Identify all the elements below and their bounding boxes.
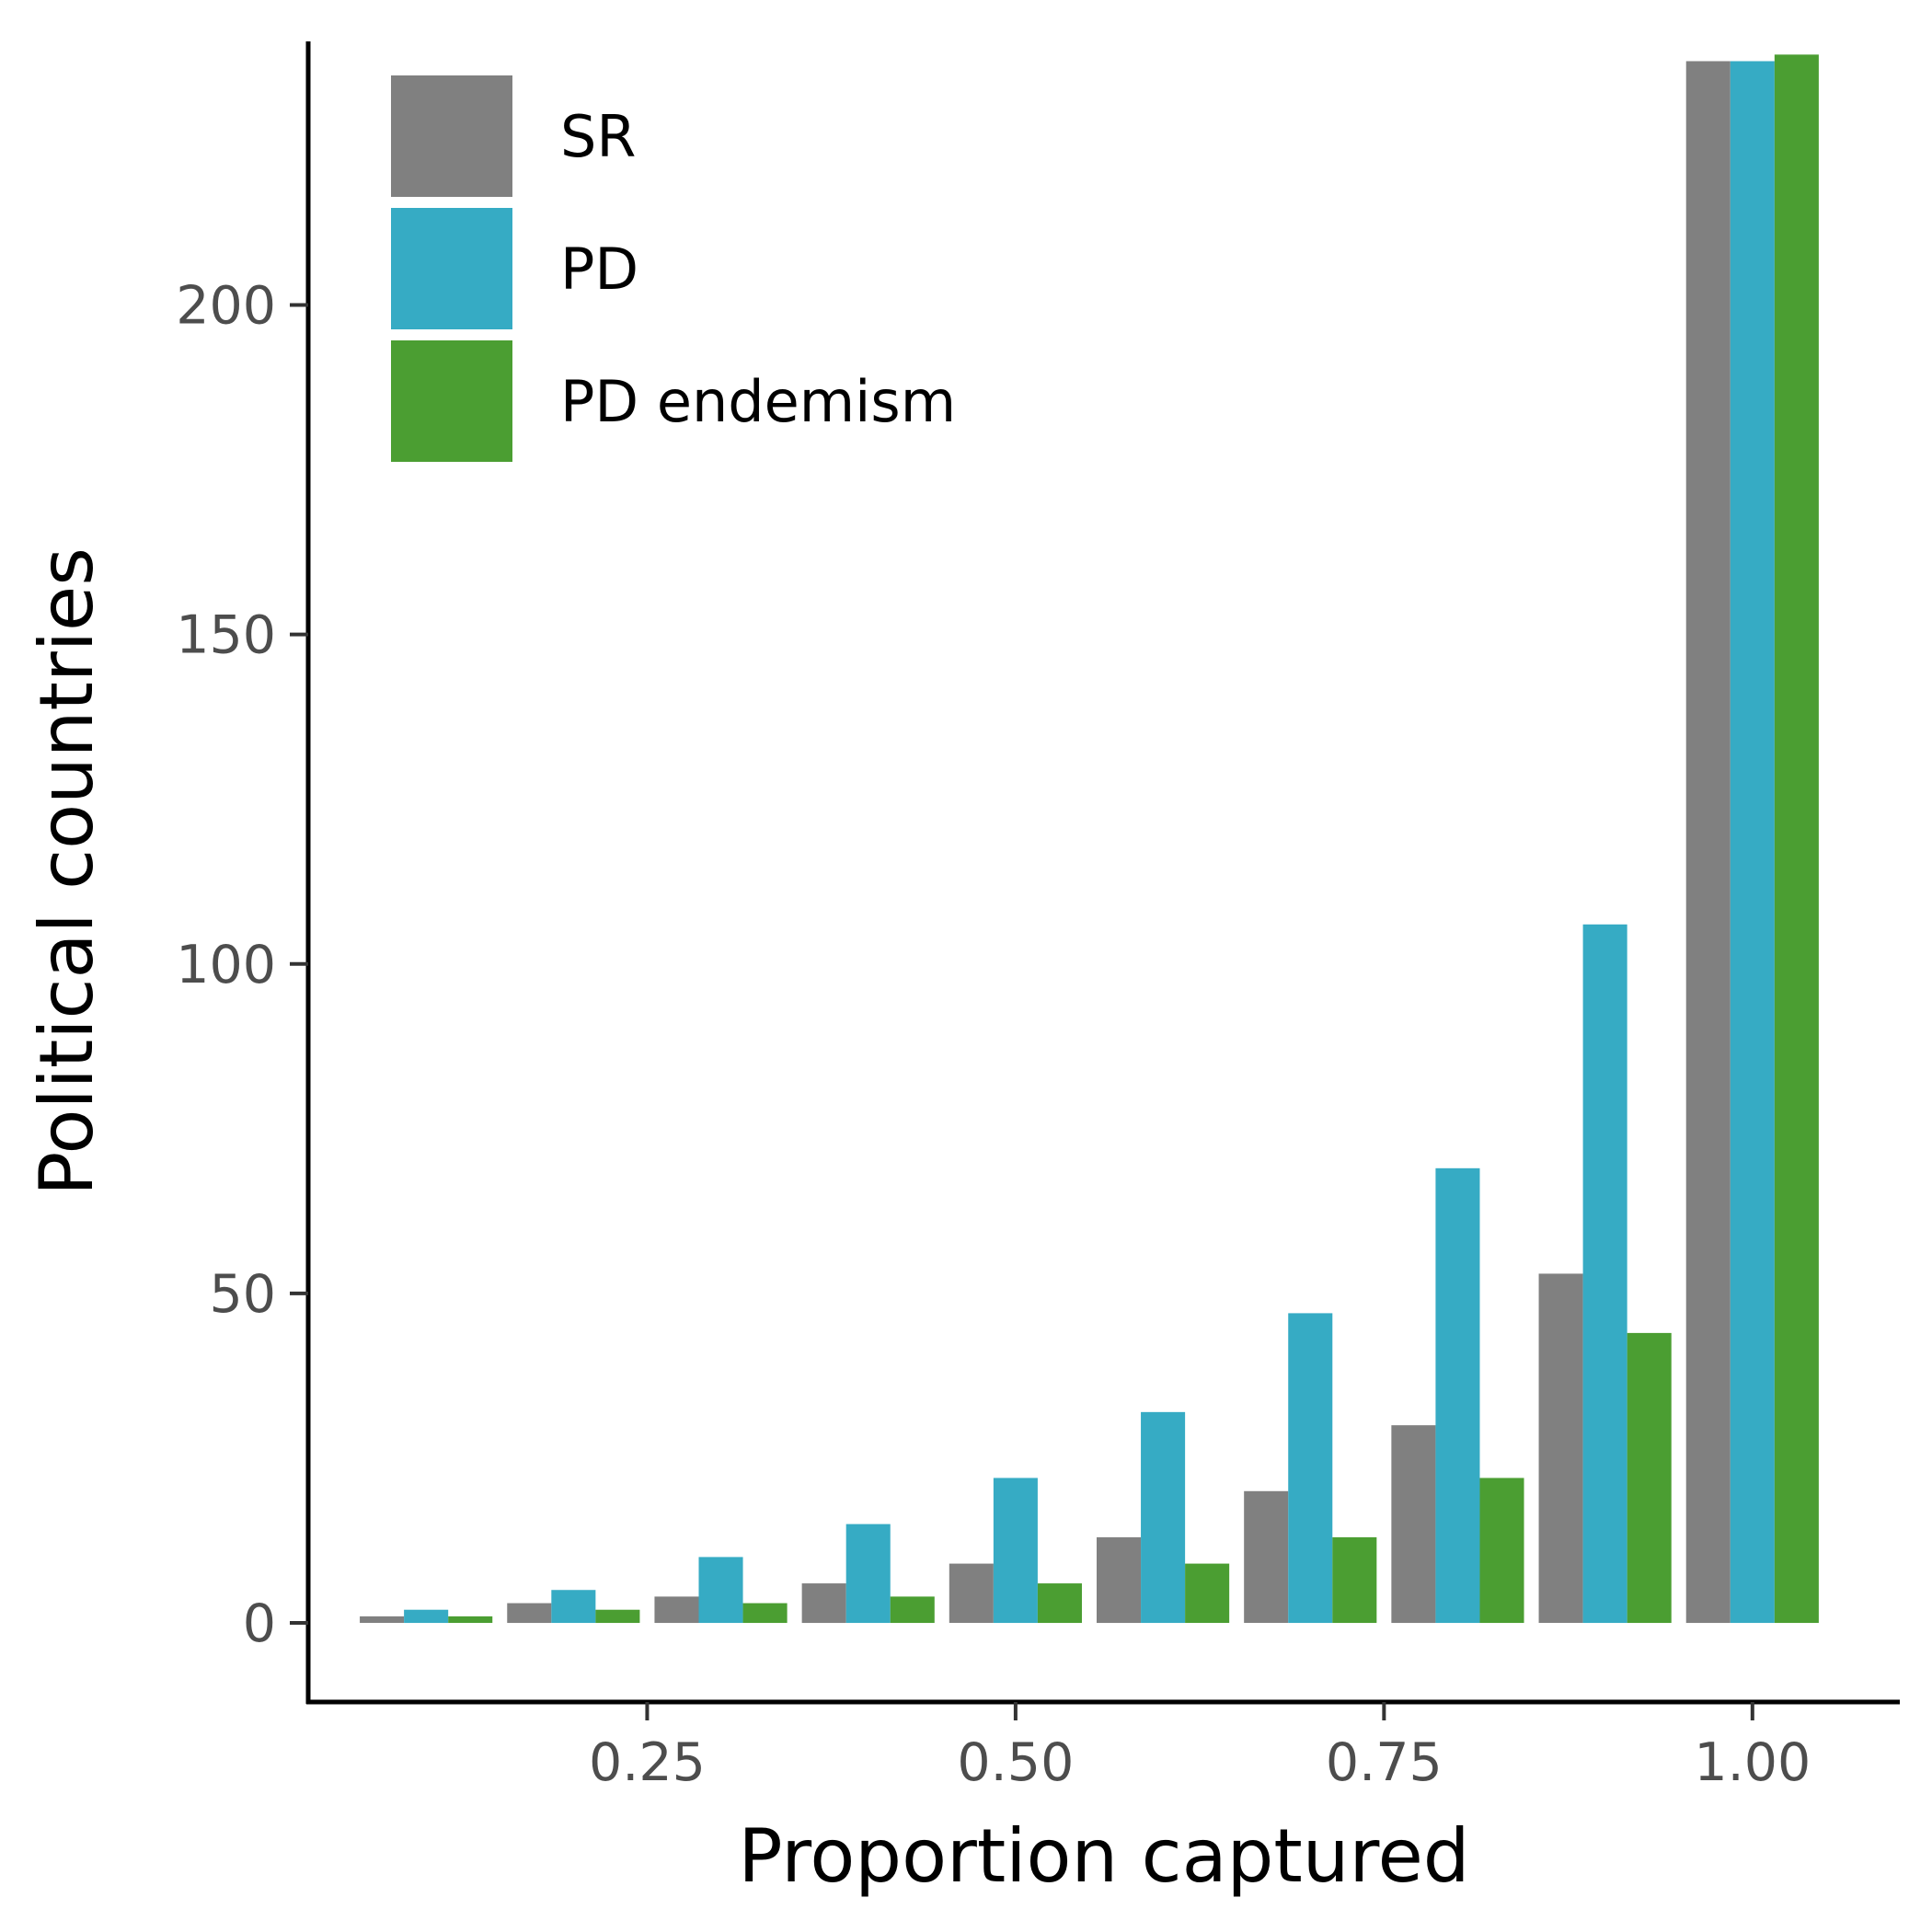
bar-pd-endemism-9 [1627, 1332, 1672, 1624]
bar-pd-endemism-10 [1774, 54, 1819, 1624]
y-tick-label: 150 [176, 605, 276, 666]
bar-pd-endemism-7 [1332, 1536, 1377, 1624]
legend: SR PD PD endemism [391, 75, 956, 462]
bar-sr-10 [1685, 61, 1731, 1624]
legend-label-sr: SR [560, 103, 636, 170]
legend-label-pd-endemism: PD endemism [560, 368, 956, 435]
bar-sr-1 [360, 1616, 405, 1624]
bar-sr-8 [1391, 1425, 1436, 1624]
legend-key-sr [391, 75, 512, 197]
bar-pd-endemism-6 [1185, 1563, 1230, 1624]
bar-pd-endemism-8 [1479, 1478, 1524, 1624]
bar-pd-5 [993, 1478, 1038, 1624]
x-tick-label: 0.75 [1326, 1732, 1443, 1793]
bar-pd-1 [404, 1609, 449, 1624]
bar-pd-endemism-5 [1037, 1583, 1082, 1624]
x-tick-label: 1.00 [1694, 1732, 1811, 1793]
y-tick-label: 100 [176, 935, 276, 995]
bar-sr-5 [949, 1563, 994, 1624]
bar-sr-4 [801, 1583, 846, 1624]
bar-sr-7 [1244, 1490, 1289, 1624]
bar-pd-3 [698, 1557, 743, 1624]
bar-pd-endemism-1 [448, 1616, 493, 1624]
bars-group [360, 54, 1819, 1624]
bar-sr-3 [654, 1596, 699, 1624]
bar-sr-9 [1538, 1273, 1583, 1624]
bar-pd-9 [1582, 924, 1627, 1624]
y-tick-label: 50 [209, 1264, 276, 1325]
y-axis-title: Political countries [24, 547, 109, 1196]
y-tick-label: 200 [176, 276, 276, 337]
bar-sr-6 [1096, 1536, 1142, 1624]
bar-pd-endemism-2 [595, 1609, 640, 1624]
x-tick-label: 0.25 [589, 1732, 706, 1793]
legend-key-pd-endemism [391, 340, 512, 462]
bar-pd-6 [1141, 1411, 1186, 1624]
axes-group: 0 50 100 150 200 0.25 0.50 0.75 1.00 [176, 41, 1900, 1793]
bar-pd-4 [845, 1524, 891, 1624]
bar-sr-2 [507, 1603, 552, 1624]
bar-pd-8 [1435, 1167, 1480, 1624]
bar-pd-2 [551, 1590, 596, 1624]
legend-label-pd: PD [560, 236, 638, 303]
bar-pd-7 [1288, 1313, 1333, 1624]
bar-pd-endemism-4 [890, 1596, 935, 1624]
legend-key-pd [391, 208, 512, 329]
x-tick-label: 0.50 [957, 1732, 1074, 1793]
bar-pd-10 [1730, 61, 1775, 1624]
bar-pd-endemism-3 [742, 1603, 788, 1624]
y-tick-label: 0 [243, 1593, 276, 1654]
x-axis-title: Proportion captured [738, 1813, 1469, 1899]
